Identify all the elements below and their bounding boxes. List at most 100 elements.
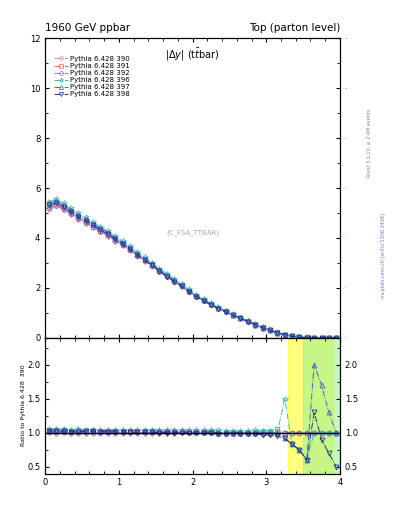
Pythia 6.428 391 <box>76 216 81 222</box>
Pythia 6.428 390 <box>61 207 66 213</box>
Pythia 6.428 390 <box>142 258 147 264</box>
Pythia 6.428 396 <box>231 311 235 317</box>
Pythia 6.428 396 <box>216 304 221 310</box>
Pythia 6.428 390 <box>297 334 302 340</box>
Pythia 6.428 397 <box>179 283 184 289</box>
Text: 1960 GeV ppbar: 1960 GeV ppbar <box>45 23 130 33</box>
Pythia 6.428 391 <box>164 273 169 279</box>
Pythia 6.428 391 <box>297 334 302 340</box>
Pythia 6.428 397 <box>164 272 169 279</box>
Pythia 6.428 397 <box>172 277 176 283</box>
Pythia 6.428 398 <box>268 327 272 333</box>
Pythia 6.428 398 <box>290 333 294 339</box>
Pythia 6.428 398 <box>297 334 302 340</box>
Pythia 6.428 390 <box>268 327 272 333</box>
Pythia 6.428 398 <box>223 309 228 315</box>
Pythia 6.428 391 <box>46 204 51 210</box>
Pythia 6.428 397 <box>312 334 316 340</box>
Pythia 6.428 391 <box>142 257 147 263</box>
Pythia 6.428 398 <box>142 257 147 263</box>
Pythia 6.428 396 <box>253 321 257 327</box>
Pythia 6.428 390 <box>46 206 51 212</box>
Pythia 6.428 396 <box>319 334 324 340</box>
Pythia 6.428 397 <box>246 318 250 325</box>
Pythia 6.428 390 <box>290 333 294 339</box>
Pythia 6.428 392 <box>105 232 110 239</box>
Pythia 6.428 398 <box>312 334 316 340</box>
Pythia 6.428 398 <box>113 237 118 243</box>
Pythia 6.428 397 <box>128 245 132 251</box>
Pythia 6.428 391 <box>223 308 228 314</box>
Pythia 6.428 398 <box>172 279 176 285</box>
Pythia 6.428 396 <box>260 324 265 330</box>
Pythia 6.428 390 <box>113 238 118 244</box>
Pythia 6.428 390 <box>179 284 184 290</box>
Pythia 6.428 392 <box>83 220 88 226</box>
Pythia 6.428 390 <box>83 220 88 226</box>
Pythia 6.428 397 <box>290 333 294 339</box>
Pythia 6.428 392 <box>76 216 81 222</box>
Pythia 6.428 397 <box>216 305 221 311</box>
Pythia 6.428 392 <box>305 334 309 340</box>
Pythia 6.428 391 <box>209 301 213 307</box>
Pythia 6.428 396 <box>327 334 331 340</box>
Pythia 6.428 398 <box>216 306 221 312</box>
Pythia 6.428 398 <box>201 298 206 304</box>
Pythia 6.428 398 <box>275 330 280 336</box>
Pythia 6.428 392 <box>179 283 184 289</box>
Pythia 6.428 391 <box>319 334 324 340</box>
Pythia 6.428 391 <box>334 334 339 340</box>
Pythia 6.428 396 <box>76 210 81 217</box>
Pythia 6.428 390 <box>246 318 250 325</box>
Pythia 6.428 398 <box>150 262 154 268</box>
Pythia 6.428 397 <box>187 288 191 294</box>
Pythia 6.428 396 <box>187 286 191 292</box>
Pythia 6.428 398 <box>120 241 125 247</box>
Pythia 6.428 392 <box>319 334 324 340</box>
Pythia 6.428 397 <box>54 198 59 204</box>
Pythia 6.428 397 <box>305 334 309 340</box>
Pythia 6.428 390 <box>194 293 198 300</box>
Text: mcplots.cern.ch [arXiv:1306.3436]: mcplots.cern.ch [arXiv:1306.3436] <box>381 214 386 298</box>
Pythia 6.428 392 <box>290 333 294 339</box>
Pythia 6.428 398 <box>253 322 257 328</box>
Line: Pythia 6.428 390: Pythia 6.428 390 <box>47 204 338 339</box>
Pythia 6.428 390 <box>334 334 339 340</box>
Pythia 6.428 398 <box>76 214 81 220</box>
Pythia 6.428 392 <box>268 327 272 333</box>
Pythia 6.428 391 <box>83 219 88 225</box>
Pythia 6.428 398 <box>187 289 191 295</box>
Pythia 6.428 396 <box>172 276 176 282</box>
Pythia 6.428 398 <box>327 334 331 340</box>
Pythia 6.428 396 <box>157 265 162 271</box>
Pythia 6.428 391 <box>290 333 294 339</box>
Pythia 6.428 392 <box>91 224 95 230</box>
Pythia 6.428 396 <box>91 219 95 225</box>
Pythia 6.428 391 <box>61 205 66 211</box>
Pythia 6.428 392 <box>223 308 228 314</box>
Bar <box>303 337 340 474</box>
Pythia 6.428 392 <box>194 293 198 300</box>
Pythia 6.428 396 <box>105 228 110 234</box>
Pythia 6.428 398 <box>246 318 250 325</box>
Pythia 6.428 398 <box>305 334 309 340</box>
Pythia 6.428 390 <box>327 334 331 340</box>
Pythia 6.428 392 <box>142 258 147 264</box>
Pythia 6.428 390 <box>172 279 176 285</box>
Pythia 6.428 392 <box>61 206 66 212</box>
Pythia 6.428 396 <box>128 243 132 249</box>
Text: Rivet 3.1.10, ≥ 2.4M events: Rivet 3.1.10, ≥ 2.4M events <box>367 109 372 178</box>
Pythia 6.428 397 <box>120 240 125 246</box>
Pythia 6.428 398 <box>128 246 132 252</box>
Pythia 6.428 396 <box>179 281 184 287</box>
Pythia 6.428 391 <box>120 242 125 248</box>
Pythia 6.428 391 <box>113 237 118 243</box>
Pythia 6.428 396 <box>98 224 103 230</box>
Pythia 6.428 398 <box>164 273 169 280</box>
Legend: Pythia 6.428 390, Pythia 6.428 391, Pythia 6.428 392, Pythia 6.428 396, Pythia 6: Pythia 6.428 390, Pythia 6.428 391, Pyth… <box>51 53 133 100</box>
Pythia 6.428 397 <box>98 225 103 231</box>
Pythia 6.428 391 <box>98 228 103 234</box>
Pythia 6.428 391 <box>268 327 272 333</box>
Pythia 6.428 392 <box>98 228 103 234</box>
Pythia 6.428 398 <box>260 325 265 331</box>
